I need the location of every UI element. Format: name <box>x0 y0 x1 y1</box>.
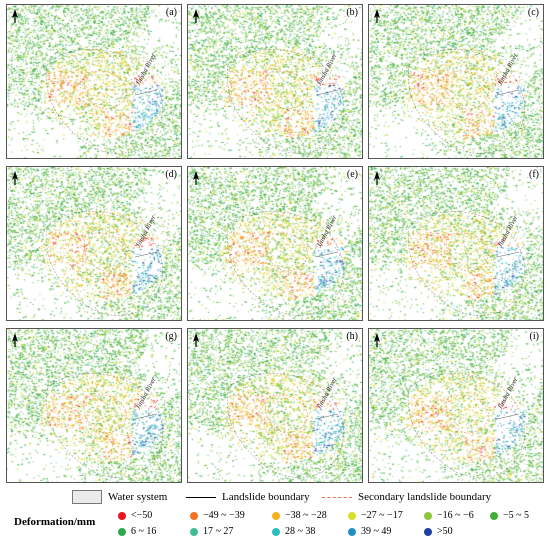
deformation-legend-title: Deformation/mm <box>14 516 96 528</box>
panel-label: (h) <box>345 331 359 342</box>
class-label: 17 ~ 27 <box>203 526 234 537</box>
class-label: −16 ~ −6 <box>437 510 474 521</box>
legend-water: Water system <box>72 488 167 506</box>
deformation-map-grid: (a) Jinsha River (b) Jinsha River (c) Jinsh… <box>6 4 546 484</box>
map-panel-b: (b) Jinsha River <box>187 4 363 159</box>
class-label: 6 ~ 16 <box>131 526 157 537</box>
class-label: −27 ~ −17 <box>361 510 403 521</box>
map-panel-h: (h) Jinsha River <box>187 328 363 483</box>
class-dot-icon <box>272 511 280 520</box>
class-item: 28 ~ 38 <box>272 526 315 537</box>
panel-label: (f) <box>528 169 540 180</box>
map-panel-f: (f) Jinsha River <box>368 166 544 321</box>
class-dot-icon <box>190 511 198 520</box>
landslide-boundary-line-icon <box>186 496 216 498</box>
class-label: 28 ~ 38 <box>285 526 316 537</box>
class-dot-icon <box>118 527 126 536</box>
legend-landslide: Landslide boundary <box>186 488 310 506</box>
class-item: −5 ~ 5 <box>490 510 529 521</box>
map-panel-d: (d) Jinsha River <box>6 166 182 321</box>
class-item: 39 ~ 49 <box>348 526 391 537</box>
class-item: <−50 <box>118 510 152 521</box>
class-dot-icon <box>490 511 498 520</box>
legend-secondary: Secondary landslide boundary <box>322 488 491 506</box>
north-arrow-icon <box>373 9 381 23</box>
panel-label: (i) <box>528 331 540 342</box>
class-label: <−50 <box>131 510 153 521</box>
class-item: 17 ~ 27 <box>190 526 233 537</box>
class-dot-icon <box>190 527 198 536</box>
class-item: >50 <box>424 526 453 537</box>
north-arrow-icon <box>192 333 200 347</box>
map-panel-g: (g) Jinsha River <box>6 328 182 483</box>
legend-landslide-label: Landslide boundary <box>222 491 310 503</box>
class-item: −38 ~ −28 <box>272 510 327 521</box>
class-item: −27 ~ −17 <box>348 510 403 521</box>
north-arrow-icon <box>11 9 19 23</box>
north-arrow-icon <box>192 171 200 185</box>
class-label: 39 ~ 49 <box>361 526 392 537</box>
legend-boundaries: Water system Landslide boundary Secondar… <box>0 488 550 506</box>
class-label: −5 ~ 5 <box>503 510 530 521</box>
class-label: >50 <box>437 526 453 537</box>
class-item: 6 ~ 16 <box>118 526 156 537</box>
north-arrow-icon <box>192 9 200 23</box>
legend-water-label: Water system <box>108 491 168 503</box>
class-dot-icon <box>272 527 280 536</box>
legend-secondary-label: Secondary landslide boundary <box>358 491 492 503</box>
map-panel-e: (e) Jinsha River <box>187 166 363 321</box>
class-dot-icon <box>118 511 126 520</box>
map-panel-c: (c) Jinsha River <box>368 4 544 159</box>
class-label: −38 ~ −28 <box>285 510 327 521</box>
class-dot-icon <box>348 511 356 520</box>
north-arrow-icon <box>373 333 381 347</box>
class-item: −16 ~ −6 <box>424 510 474 521</box>
map-panel-i: (i) Jinsha River <box>368 328 544 483</box>
north-arrow-icon <box>11 171 19 185</box>
panel-label: (b) <box>345 7 359 18</box>
panel-label: (d) <box>164 169 178 180</box>
north-arrow-icon <box>373 171 381 185</box>
secondary-boundary-line-icon <box>322 496 352 498</box>
class-dot-icon <box>424 511 432 520</box>
panel-label: (c) <box>526 7 540 18</box>
class-dot-icon <box>424 527 432 536</box>
class-item: −49 ~ −39 <box>190 510 245 521</box>
panel-label: (g) <box>164 331 178 342</box>
class-label: −49 ~ −39 <box>203 510 245 521</box>
panel-label: (a) <box>164 7 178 18</box>
panel-label: (e) <box>345 169 359 180</box>
north-arrow-icon <box>11 333 19 347</box>
map-panel-a: (a) Jinsha River <box>6 4 182 159</box>
water-system-swatch-icon <box>72 490 102 504</box>
class-dot-icon <box>348 527 356 536</box>
